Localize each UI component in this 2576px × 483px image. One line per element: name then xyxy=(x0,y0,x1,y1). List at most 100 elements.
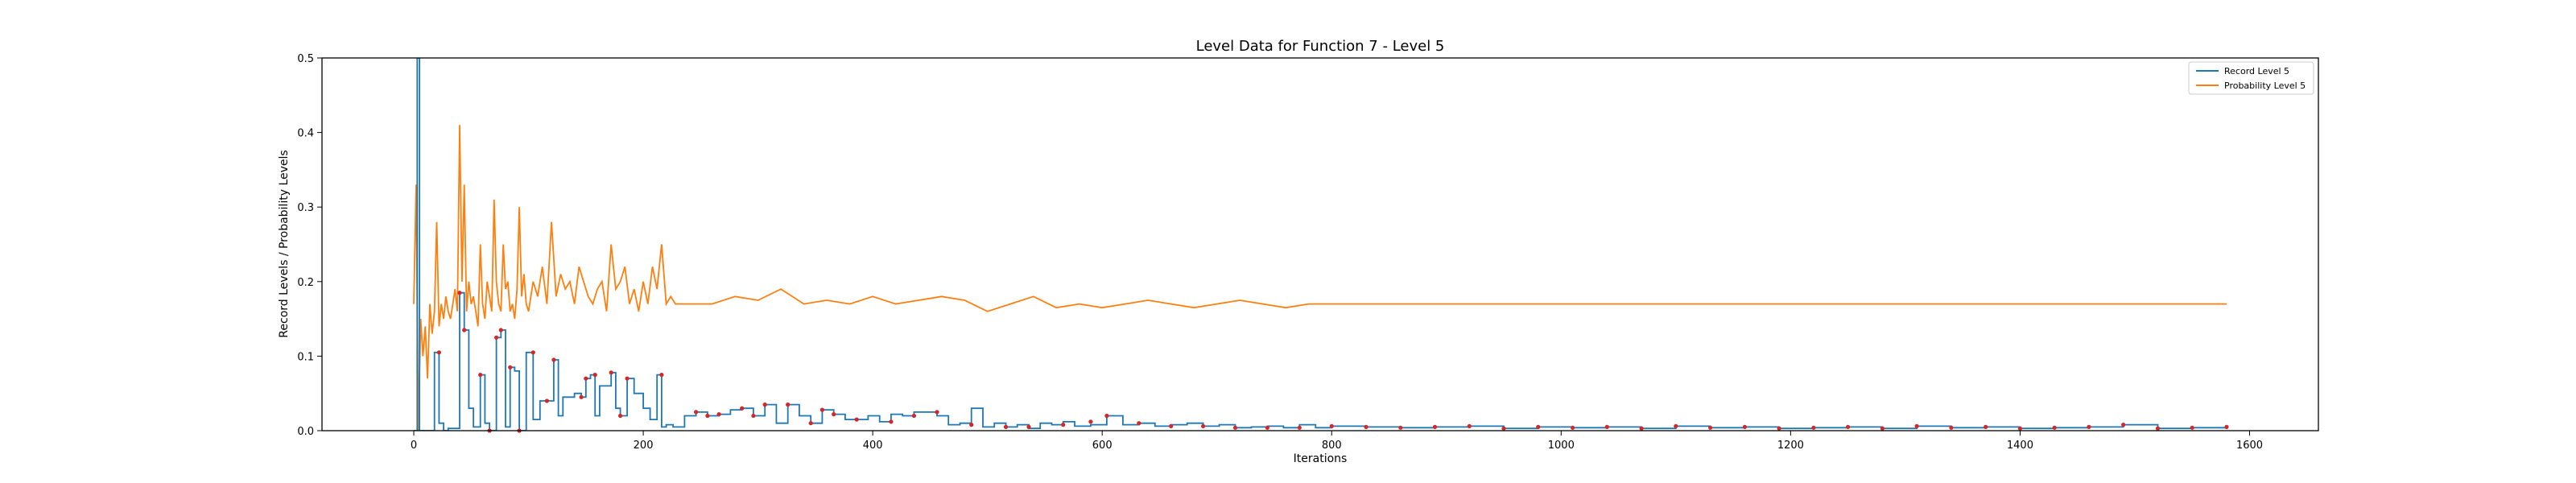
record-point-marker xyxy=(659,373,664,378)
record-point-marker xyxy=(854,417,859,422)
record-point-marker xyxy=(2224,424,2229,430)
x-tick-label: 1600 xyxy=(2236,440,2263,452)
record-point-marker xyxy=(457,291,462,295)
record-point-marker xyxy=(740,406,745,411)
record-point-marker xyxy=(478,373,483,378)
record-point-marker xyxy=(1297,425,1302,430)
record-point-marker xyxy=(1914,423,1919,429)
record-point-marker xyxy=(1708,425,1713,430)
record-point-marker xyxy=(2121,423,2126,427)
record-point-marker xyxy=(2190,425,2194,430)
record-point-marker xyxy=(1432,424,1438,430)
record-point-marker xyxy=(762,402,767,407)
record-point-marker xyxy=(609,370,613,375)
y-tick-label: 0.3 xyxy=(297,202,314,214)
record-point-marker xyxy=(530,350,535,355)
record-point-marker xyxy=(969,423,974,427)
y-axis-label: Record Levels / Probability Levels xyxy=(278,150,291,337)
probability-series-line xyxy=(413,125,2227,431)
record-point-marker xyxy=(1061,423,1066,427)
record-point-marker xyxy=(935,410,939,415)
x-tick-label: 1000 xyxy=(1548,440,1575,452)
record-point-marker xyxy=(2087,424,2091,430)
record-point-marker xyxy=(508,365,513,369)
legend-record-label: Record Level 5 xyxy=(2224,66,2289,76)
record-point-marker xyxy=(592,373,597,378)
record-point-marker xyxy=(786,402,791,407)
y-tick-label: 0.0 xyxy=(297,426,314,438)
x-tick-label: 0 xyxy=(411,440,417,452)
record-point-marker xyxy=(1104,413,1109,419)
record-point-marker xyxy=(1742,424,1747,430)
record-point-marker xyxy=(1364,424,1368,430)
record-markers-group xyxy=(436,291,2229,433)
record-point-marker xyxy=(889,419,894,424)
record-point-marker xyxy=(498,328,503,332)
record-point-marker xyxy=(716,411,721,417)
record-point-marker xyxy=(819,407,824,412)
record-point-marker xyxy=(808,421,813,426)
record-point-marker xyxy=(2052,425,2057,430)
record-point-marker xyxy=(1984,424,1988,430)
record-point-marker xyxy=(1571,425,1575,430)
x-tick-label: 200 xyxy=(634,440,654,452)
y-tick-label: 0.1 xyxy=(297,351,314,363)
record-point-marker xyxy=(1501,426,1506,431)
record-point-marker xyxy=(705,413,710,419)
record-point-marker xyxy=(694,410,699,415)
record-point-marker xyxy=(625,376,630,381)
record-point-marker xyxy=(551,357,556,362)
record-point-marker xyxy=(1265,425,1269,430)
record-point-marker xyxy=(832,411,836,417)
record-point-marker xyxy=(1329,423,1334,429)
record-point-marker xyxy=(1232,425,1238,430)
record-point-marker xyxy=(1880,426,1885,431)
plot-area xyxy=(321,57,2319,433)
x-tick-label: 1400 xyxy=(2007,440,2033,452)
record-point-marker xyxy=(1137,421,1141,426)
probability-series-group xyxy=(413,125,2227,431)
record-point-marker xyxy=(751,413,756,419)
x-tick-label: 600 xyxy=(1092,440,1113,452)
record-point-marker xyxy=(1811,425,1816,430)
record-point-marker xyxy=(584,376,588,381)
record-point-marker xyxy=(1846,424,1851,430)
record-point-marker xyxy=(1169,423,1174,429)
record-point-marker xyxy=(579,394,584,399)
record-point-marker xyxy=(1026,424,1031,430)
legend-box xyxy=(2188,61,2314,95)
record-point-marker xyxy=(1639,426,1644,431)
record-point-marker xyxy=(462,328,467,332)
legend: Record Level 5 Probability Level 5 xyxy=(2188,61,2314,95)
record-point-marker xyxy=(1088,419,1093,424)
record-point-marker xyxy=(1949,425,1954,430)
record-point-marker xyxy=(544,398,550,403)
y-axis: 0.0 0.1 0.2 0.3 0.4 0.5 xyxy=(297,53,322,438)
legend-probability-label: Probability Level 5 xyxy=(2224,80,2306,91)
plot-frame xyxy=(321,57,2319,431)
record-point-marker xyxy=(1674,423,1678,429)
y-tick-label: 0.4 xyxy=(297,128,314,140)
y-tick-label: 0.5 xyxy=(297,53,314,65)
record-point-marker xyxy=(1201,423,1206,429)
record-point-marker xyxy=(2155,426,2161,431)
record-point-marker xyxy=(1398,425,1403,430)
record-point-marker xyxy=(618,413,623,419)
x-tick-label: 800 xyxy=(1322,440,1342,452)
x-tick-label: 400 xyxy=(863,440,883,452)
x-axis-label: Iterations xyxy=(1294,452,1348,465)
y-tick-label: 0.2 xyxy=(297,277,314,289)
chart-title: Level Data for Function 7 - Level 5 xyxy=(1196,38,1445,55)
record-point-marker xyxy=(494,335,499,340)
x-tick-label: 1200 xyxy=(1777,440,1804,452)
record-point-marker xyxy=(1003,424,1009,430)
x-axis: 0 200 400 600 800 1000 1200 1400 1600 xyxy=(411,431,2263,452)
record-point-marker xyxy=(2017,426,2022,431)
record-point-marker xyxy=(1604,424,1609,430)
record-point-marker xyxy=(911,413,916,419)
record-point-marker xyxy=(1536,424,1541,430)
record-point-marker xyxy=(1777,426,1781,431)
plot-background xyxy=(322,58,2318,431)
record-point-marker xyxy=(436,350,442,355)
